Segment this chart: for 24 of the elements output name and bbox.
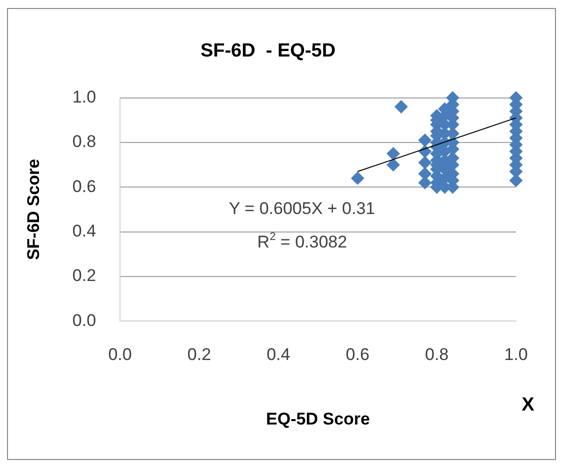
y-tick-label: 0.4 xyxy=(72,222,96,241)
y-tick-label: 0.8 xyxy=(72,132,96,152)
annotation: Y = 0.6005X + 0.31 xyxy=(228,199,376,218)
point xyxy=(386,158,400,172)
x-tick-label: 0.8 xyxy=(424,345,449,364)
x-tick-label: 0.6 xyxy=(346,345,370,364)
y-tick-label: 0.2 xyxy=(72,266,96,286)
x-tick-label: 1.0 xyxy=(504,345,528,364)
x-tick-label: 0.0 xyxy=(108,345,132,364)
point xyxy=(418,156,432,170)
chart-title: SF-6D - EQ-5D xyxy=(200,40,336,62)
x-axis-title: EQ-5D Score xyxy=(266,409,370,428)
text: X xyxy=(522,394,535,416)
x-tick-label: 0.2 xyxy=(187,345,212,364)
y-tick-label: 0.0 xyxy=(72,310,96,330)
y-axis-title: SF-6D Score xyxy=(24,158,43,260)
y-tick-label: 1.0 xyxy=(72,87,96,106)
x-tick-label: 0.4 xyxy=(266,345,290,364)
point xyxy=(351,172,364,185)
point xyxy=(394,100,408,114)
point xyxy=(386,147,400,160)
y-tick-label: 0.6 xyxy=(72,176,96,196)
point xyxy=(418,134,432,147)
point xyxy=(418,176,432,190)
